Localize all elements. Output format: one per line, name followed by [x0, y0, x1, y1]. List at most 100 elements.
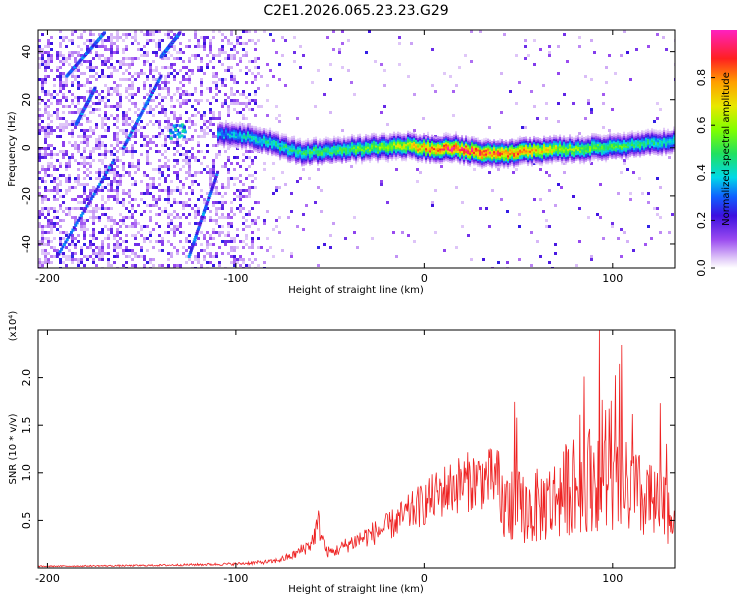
spectrogram-noise-cell [41, 153, 44, 156]
spectrogram-noise-cell [176, 72, 179, 75]
spectrogram-noise-cell [47, 237, 50, 240]
spectrogram-ridge-cell [397, 133, 400, 136]
spectrogram-noise-cell [125, 63, 128, 66]
spectrogram-noise-cell [179, 105, 182, 108]
spectrogram-ridge-cell [391, 156, 394, 160]
spectrogram-noise-cell [44, 195, 47, 198]
spectrogram-noise-cell [92, 207, 95, 210]
spectrogram-noise-cell [125, 57, 128, 60]
spectrogram-noise-cell [119, 231, 122, 234]
spectrogram-noise-cell [38, 216, 41, 219]
spectrogram-noise-cell [59, 99, 62, 102]
spectrogram-noise-cell [113, 162, 116, 165]
spectrogram-noise-cell [116, 30, 119, 33]
spectrogram-noise-cell [77, 102, 80, 105]
spectrogram-noise-cell [245, 105, 248, 108]
spectrogram-ridge-cell [459, 148, 462, 151]
spectrogram-noise-cell [83, 243, 86, 246]
spectrogram-ridge-cell [299, 157, 302, 160]
spectrogram-ridge-cell [501, 158, 504, 161]
spectrogram-streak-cell [192, 240, 196, 244]
spectrogram-noise-cell [251, 231, 254, 234]
spectrogram-noise-cell [245, 195, 248, 198]
spectrogram-noise-cell [50, 114, 53, 117]
spectrogram-noise-cell [296, 117, 299, 120]
spectrogram-noise-cell [71, 261, 74, 264]
spectrogram-noise-cell [50, 144, 53, 147]
spectrogram-ridge-cell [273, 141, 276, 144]
spectrogram-ridge-cell [315, 157, 318, 161]
spectrogram-ridge-cell [505, 155, 508, 158]
spectrogram-noise-cell [98, 174, 101, 177]
spectrogram-streak-cell [211, 183, 215, 187]
spectrogram-ridge-cell [425, 161, 428, 164]
spectrogram-ridge-cell [439, 153, 442, 157]
spectrogram-noise-cell [212, 165, 215, 168]
spectrogram-noise-cell [212, 72, 215, 75]
spectrogram-ridge-cell [385, 155, 388, 159]
spectrogram-ridge-cell [365, 151, 368, 154]
spectrogram-noise-cell [320, 210, 323, 213]
spectrogram-noise-cell [68, 258, 71, 261]
spectrogram-ridge-cell [523, 161, 526, 165]
spectrogram-ridge-cell [379, 138, 382, 141]
spectrogram-ridge-cell [471, 140, 474, 143]
spectrogram-noise-cell [167, 33, 170, 36]
spectrogram-ridge-cell [233, 131, 236, 134]
spectrogram-ridge-cell [237, 142, 240, 145]
spectrogram-ridge-cell [501, 162, 504, 165]
spectrogram-noise-cell [233, 264, 236, 267]
spectrogram-noise-cell [146, 225, 149, 228]
spectrogram-noise-cell [200, 45, 203, 48]
spectrogram-noise-cell [125, 114, 128, 117]
spectrogram-ridge-cell [407, 136, 410, 139]
spectrogram-noise-cell [74, 147, 77, 150]
spectrogram-ridge-cell [445, 137, 448, 141]
spectrogram-noise-cell [134, 129, 137, 132]
spectrogram-noise-cell [131, 144, 134, 147]
spectrogram-noise-cell [107, 216, 110, 219]
spectrogram-ridge-cell [437, 141, 440, 145]
spectrogram-noise-cell [215, 156, 218, 159]
spectrogram-ridge-cell [317, 163, 320, 166]
spectrogram-ridge-cell [343, 154, 346, 158]
spectrogram-ridge-cell [429, 161, 432, 165]
spectrogram-ridge-cell [415, 137, 418, 140]
spectrogram-noise-cell [653, 207, 656, 210]
spectrogram-ridge-cell [377, 141, 380, 145]
spectrogram-ridge-cell [293, 151, 296, 154]
spectrogram-ridge-cell [455, 156, 458, 159]
spectrogram-ridge-cell [345, 139, 348, 142]
spectrogram-noise-cell [146, 249, 149, 252]
spectrogram-noise-cell [71, 81, 74, 84]
spectrogram-ridge-cell [433, 157, 436, 160]
spectrogram-noise-cell [92, 261, 95, 264]
spectrogram-noise-cell [209, 117, 212, 120]
spectrogram-ridge-cell [267, 133, 270, 136]
spectrogram-ridge-cell [271, 130, 274, 134]
spectrogram-noise-cell [53, 249, 56, 252]
spectrogram-ridge-cell [271, 145, 274, 149]
spectrogram-ridge-cell [377, 149, 380, 152]
spectrogram-ridge-cell [455, 152, 458, 155]
spectrogram-noise-cell [131, 156, 134, 159]
spectrogram-ridge-cell [449, 154, 452, 158]
spectrogram-ridge-cell [313, 144, 316, 148]
spectrogram-ridge-cell [377, 155, 380, 158]
spectrogram-noise-cell [224, 243, 227, 246]
spectrogram-ridge-cell [509, 143, 512, 146]
spectrogram-ridge-cell [231, 136, 234, 140]
spectrogram-ridge-cell [377, 147, 380, 150]
spectrogram-noise-cell [149, 219, 152, 222]
spectrogram-noise-cell [89, 87, 92, 90]
spectrogram-noise-cell [164, 135, 167, 138]
spectrogram-ridge-cell [455, 150, 458, 153]
spectrogram-ridge-cell [493, 162, 496, 165]
spectrogram-noise-cell [233, 81, 236, 84]
spectrogram-noise-cell [179, 144, 182, 147]
spectrogram-noise-cell [44, 51, 47, 54]
spectrogram-ridge-cell [289, 150, 292, 154]
spectrogram-ridge-cell [339, 157, 342, 161]
spectrogram-noise-cell [125, 234, 128, 237]
spectrogram-blob-cell [178, 135, 182, 139]
